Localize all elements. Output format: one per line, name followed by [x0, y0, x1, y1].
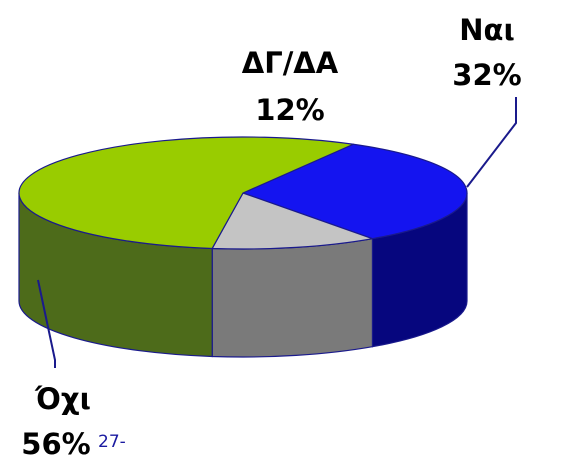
pie-side-1-0	[211, 237, 374, 358]
slice-label-ochi-name: Όχι	[34, 382, 91, 416]
pie-sides	[18, 192, 468, 358]
pie-slice-0	[242, 143, 468, 240]
pie-tops	[18, 136, 468, 250]
pie-slice-1	[211, 192, 374, 250]
leader-line-ochi	[37, 279, 56, 368]
page-number: 27-	[98, 432, 126, 452]
slice-label-dgda-value: 12%	[255, 93, 324, 127]
slice-label-ochi-value: 56%	[21, 427, 90, 460]
leader-line-nai	[466, 97, 517, 188]
pie-slice-2	[18, 136, 354, 250]
slice-label-dgda-name: ΔΓ/ΔΑ	[242, 46, 339, 80]
slice-label-nai-name: Ναι	[459, 13, 515, 47]
slice-label-nai-value: 32%	[452, 58, 521, 92]
